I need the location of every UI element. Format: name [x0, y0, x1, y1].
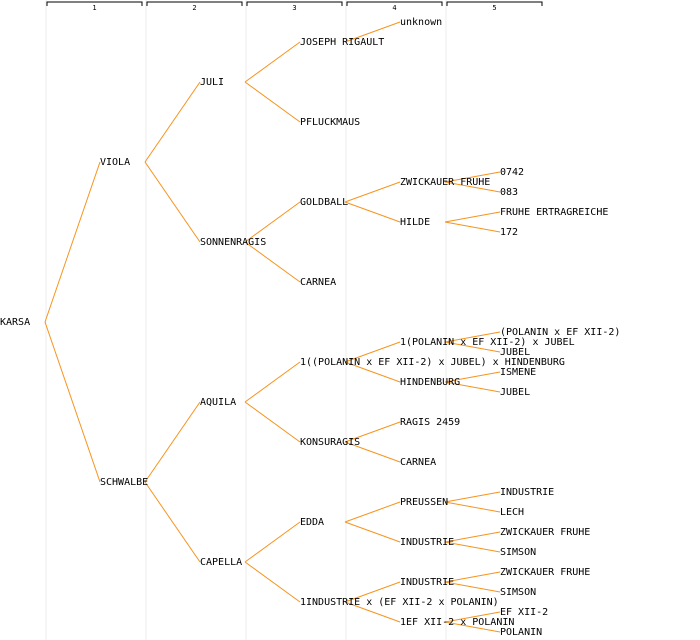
node-label: KONSURAGIS [300, 437, 360, 448]
node-label: CAPELLA [200, 557, 242, 568]
link [444, 491, 501, 503]
node-label: SIMSON [500, 587, 536, 598]
link [444, 611, 501, 623]
node-label: 1INDUSTRIE x (EF XII-2 x POLANIN) [300, 597, 499, 608]
link [244, 521, 301, 563]
node-label: JUBEL [500, 347, 530, 358]
link [344, 421, 401, 443]
link [44, 321, 101, 483]
link [444, 531, 501, 543]
link [144, 161, 201, 243]
node-label: 1EF XII-2 x POLANIN [400, 617, 514, 628]
link [144, 481, 201, 563]
node-label: SONNENRAGIS [200, 237, 266, 248]
node-label: GOLDBALL [300, 197, 348, 208]
node-label: unknown [400, 17, 442, 28]
link [244, 401, 301, 443]
node-label: PREUSSEN [400, 497, 448, 508]
header-bracket [346, 1, 443, 6]
link [344, 361, 401, 383]
node-label: CARNEA [300, 277, 336, 288]
node-label: INDUSTRIE [500, 487, 554, 498]
link [344, 521, 401, 543]
node-label: FRUHE ERTRAGREICHE [500, 207, 608, 218]
node-label: (POLANIN x EF XII-2) [500, 327, 620, 338]
node-label: 0742 [500, 167, 524, 178]
node-label: 172 [500, 227, 518, 238]
link [244, 241, 301, 283]
link [444, 331, 501, 343]
node-label: JUBEL [500, 387, 530, 398]
link [344, 201, 401, 223]
link [344, 581, 401, 603]
link [444, 571, 501, 583]
node-label: EDDA [300, 517, 324, 528]
node-label: AQUILA [200, 397, 236, 408]
node-label: HINDENBURG [400, 377, 460, 388]
header-bracket [146, 1, 243, 6]
link [244, 81, 301, 123]
link [444, 621, 501, 633]
link [244, 361, 301, 403]
node-label: 1(POLANIN x EF XII-2) x JUBEL [400, 337, 575, 348]
node-label: RAGIS 2459 [400, 417, 460, 428]
node-label: 083 [500, 187, 518, 198]
node-label: 1((POLANIN x EF XII-2) x JUBEL) x HINDEN… [300, 357, 565, 368]
node-label: JOSEPH RIGAULT [300, 37, 384, 48]
link [244, 201, 301, 243]
link [244, 561, 301, 603]
node-label: EF XII-2 [500, 607, 548, 618]
link [444, 171, 501, 183]
link [44, 161, 101, 323]
node-label: JULI [200, 77, 224, 88]
node-label: PFLUCKMAUS [300, 117, 360, 128]
node-label: INDUSTRIE [400, 577, 454, 588]
link [244, 41, 301, 83]
link [444, 581, 501, 593]
header-bracket [46, 1, 143, 6]
link [344, 21, 401, 43]
node-label: ZWICKAUER FRUHE [400, 177, 490, 188]
node-label: INDUSTRIE [400, 537, 454, 548]
node-label: VIOLA [100, 157, 130, 168]
node-label: SCHWALBE [100, 477, 148, 488]
node-label: CARNEA [400, 457, 436, 468]
link [144, 81, 201, 163]
link [444, 211, 501, 223]
link [344, 181, 401, 203]
link [344, 441, 401, 463]
link [444, 541, 501, 553]
node-label: SIMSON [500, 547, 536, 558]
generation-label: 1 [92, 4, 96, 12]
link [344, 341, 401, 363]
generation-label: 2 [192, 4, 196, 12]
node-label: POLANIN [500, 627, 542, 638]
link [144, 401, 201, 483]
link [344, 601, 401, 623]
header-bracket [246, 1, 343, 6]
node-label: KARSA [0, 317, 30, 328]
node-label: ZWICKAUER FRUHE [500, 567, 590, 578]
link [444, 381, 501, 393]
node-label: ISMENE [500, 367, 536, 378]
generation-label: 5 [492, 4, 496, 12]
link [444, 181, 501, 193]
link [444, 371, 501, 383]
node-label: HILDE [400, 217, 430, 228]
link [444, 221, 501, 233]
link [444, 341, 501, 353]
generation-label: 4 [392, 4, 396, 12]
link [444, 501, 501, 513]
header-bracket [446, 1, 543, 6]
node-label: ZWICKAUER FRUHE [500, 527, 590, 538]
generation-label: 3 [292, 4, 296, 12]
node-label: LECH [500, 507, 524, 518]
link [344, 501, 401, 523]
